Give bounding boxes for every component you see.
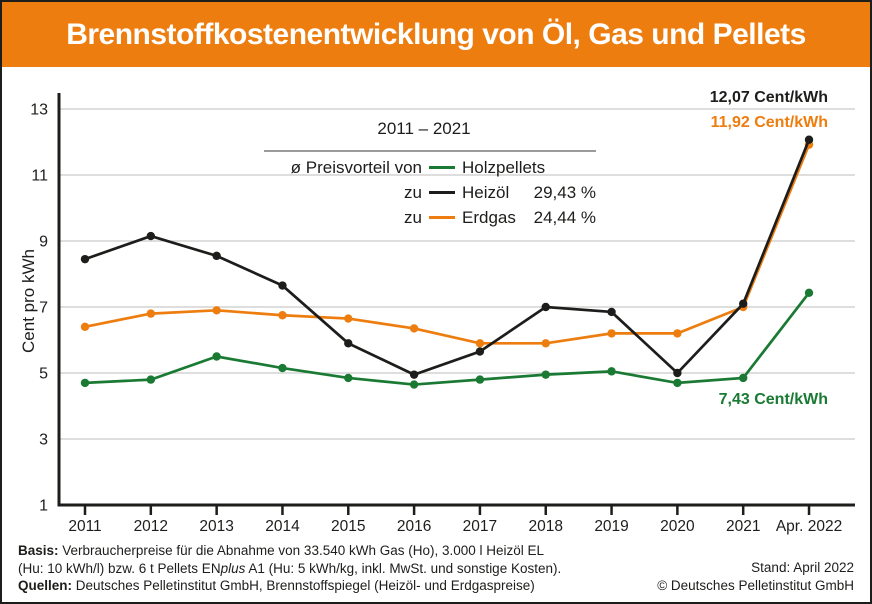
legend-row-erdgas: zu Erdgas 24,44 % xyxy=(252,205,596,230)
heizoel-line-swatch xyxy=(429,191,455,194)
holzpellets-peak-annotation: 7,43 Cent/kWh xyxy=(718,391,828,408)
chart-legend: 2011 – 2021 ø Preisvorteil von Holzpelle… xyxy=(252,117,596,230)
legend-row2-value: 29,43 % xyxy=(533,182,596,202)
svg-text:2019: 2019 xyxy=(594,518,628,535)
erdgas-peak-annotation: 11,92 Cent/kWh xyxy=(710,114,828,131)
legend-row1-name: Holzpellets xyxy=(462,157,546,177)
svg-text:7: 7 xyxy=(39,300,48,317)
header-banner: Brennstoffkostenentwicklung von Öl, Gas … xyxy=(2,2,870,67)
svg-text:2018: 2018 xyxy=(528,518,562,535)
stand-copyright: Stand: April 2022 © Deutsches Pelletinst… xyxy=(657,559,854,594)
page-title: Brennstoffkostenentwicklung von Öl, Gas … xyxy=(66,17,806,51)
holzpellets-line-swatch xyxy=(429,166,455,169)
legend-row3-name: Erdgas xyxy=(462,207,516,227)
basis-line1: Basis: Verbraucherpreise für die Abnahme… xyxy=(18,543,545,558)
legend-row3-value: 24,44 % xyxy=(533,207,596,227)
legend-divider xyxy=(264,150,596,152)
svg-text:2011: 2011 xyxy=(68,518,101,535)
legend-period: 2011 – 2021 xyxy=(377,119,471,138)
heizoel-peak-annotation: 12,07 Cent/kWh xyxy=(709,89,828,106)
quellen-line: Quellen: Deutsches Pelletinstitut GmbH, … xyxy=(18,578,535,593)
source-note: Basis: Verbraucherpreise für die Abnahme… xyxy=(18,542,561,595)
svg-text:2013: 2013 xyxy=(199,518,233,535)
svg-text:9: 9 xyxy=(39,234,48,251)
svg-text:2017: 2017 xyxy=(463,518,497,535)
svg-text:2012: 2012 xyxy=(134,518,168,535)
svg-text:11: 11 xyxy=(31,168,48,185)
copyright-text: © Deutsches Pelletinstitut GmbH xyxy=(657,577,854,593)
svg-text:2021: 2021 xyxy=(726,518,760,535)
svg-text:2016: 2016 xyxy=(397,518,431,535)
legend-row2-label: zu xyxy=(404,182,422,202)
svg-text:2020: 2020 xyxy=(660,518,695,535)
svg-text:13: 13 xyxy=(30,102,48,119)
svg-text:Apr. 2022: Apr. 2022 xyxy=(776,518,842,535)
svg-text:3: 3 xyxy=(39,432,48,449)
legend-row3-label: zu xyxy=(404,207,422,227)
legend-row2-name: Heizöl xyxy=(462,182,510,202)
legend-row-heizoel: zu Heizöl 29,43 % xyxy=(252,180,596,205)
stand-text: Stand: April 2022 xyxy=(751,560,854,575)
svg-text:5: 5 xyxy=(39,366,48,383)
svg-text:2014: 2014 xyxy=(265,518,300,535)
legend-row1-label: ø Preisvorteil von xyxy=(290,157,422,177)
legend-row-holzpellets: ø Preisvorteil von Holzpellets xyxy=(252,155,596,180)
erdgas-line-swatch xyxy=(429,216,455,219)
basis-line2: (Hu: 10 kWh/l) bzw. 6 t Pellets ENplus A… xyxy=(18,560,562,576)
y-axis-label: Cent pro kWh xyxy=(19,249,38,353)
svg-text:2015: 2015 xyxy=(331,518,365,535)
svg-text:1: 1 xyxy=(39,498,48,515)
